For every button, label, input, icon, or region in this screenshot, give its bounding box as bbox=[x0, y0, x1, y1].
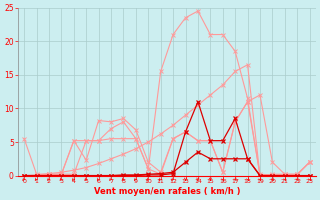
X-axis label: Vent moyen/en rafales ( km/h ): Vent moyen/en rafales ( km/h ) bbox=[94, 187, 240, 196]
